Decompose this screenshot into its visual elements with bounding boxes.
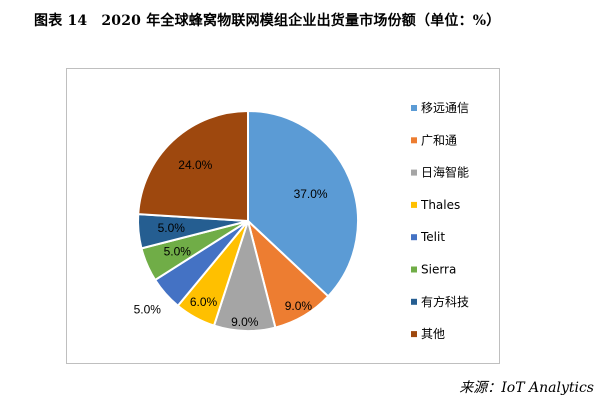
figure-number: 图表 14 xyxy=(34,13,88,29)
legend-swatch xyxy=(411,201,417,208)
legend-swatch xyxy=(411,105,417,111)
legend-swatch xyxy=(411,331,417,338)
pie-data-label: 6.0% xyxy=(190,295,218,309)
legend-swatch xyxy=(411,169,417,176)
legend-label: 其他 xyxy=(421,327,445,341)
pie-data-label: 5.0% xyxy=(164,245,192,259)
legend-label: 移远通信 xyxy=(421,101,469,115)
pie-data-label: 24.0% xyxy=(178,158,212,172)
legend-label: 日海智能 xyxy=(421,165,469,180)
legend-swatch xyxy=(411,137,417,144)
pie-data-label: 9.0% xyxy=(285,299,313,313)
pie-data-label: 37.0% xyxy=(294,187,328,201)
pie-data-label: 5.0% xyxy=(134,303,162,317)
legend-label: 有方科技 xyxy=(421,294,469,309)
pie-data-label: 9.0% xyxy=(231,315,259,329)
legend-swatch xyxy=(411,266,417,273)
legend-swatch xyxy=(411,298,417,305)
source-note: 来源：IoT Analytics xyxy=(459,380,594,396)
pie-data-label: 5.0% xyxy=(158,221,186,235)
pie-slice xyxy=(137,109,249,223)
figure-title: 2020 年全球蜂窝物联网模组企业出货量市场份额（单位：%） xyxy=(101,13,501,29)
legend-label: 广和通 xyxy=(421,133,457,147)
legend-label: Sierra xyxy=(421,263,456,277)
figure-caption: 图表 14 2020 年全球蜂窝物联网模组企业出货量市场份额（单位：%） xyxy=(34,10,501,30)
pie-data-labels: 37.0% 9.0% 9.0% 6.0% 5.0% 5.0% 5.0% 24.0% xyxy=(134,158,328,329)
legend-label: Thales xyxy=(420,198,460,212)
pie-slices xyxy=(137,109,359,332)
pie-slice xyxy=(247,109,359,298)
legend-swatch xyxy=(411,234,417,241)
chart-area xyxy=(66,68,500,364)
legend-label: Telit xyxy=(420,230,445,244)
